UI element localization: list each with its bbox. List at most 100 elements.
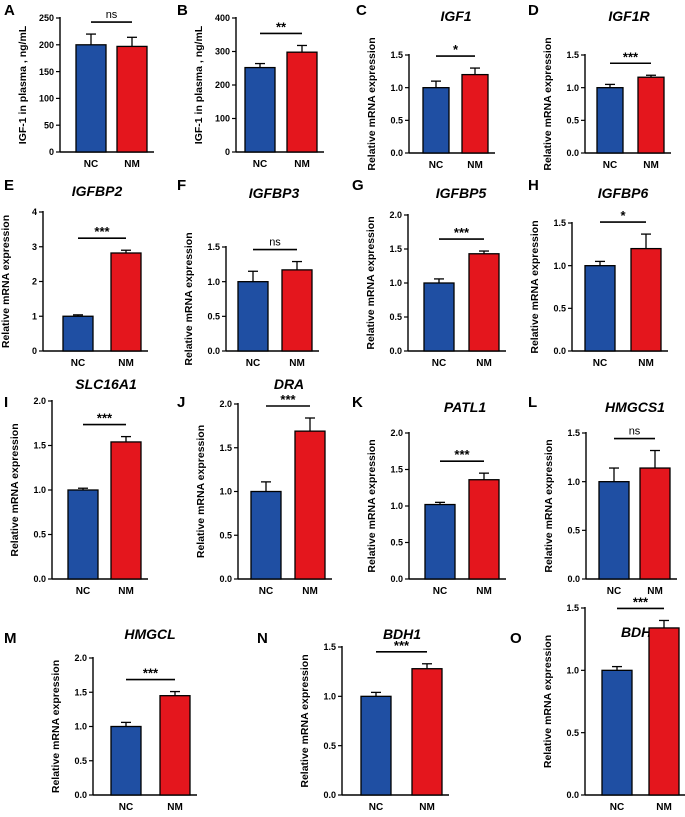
y-tick-label: 4 (32, 207, 37, 217)
y-tick-label: 1.0 (389, 278, 402, 288)
x-tick-label: NM (167, 802, 183, 813)
bar-nc (424, 503, 456, 580)
panel-letter: I (4, 394, 8, 411)
x-tick-label: NC (76, 586, 90, 597)
y-tick-label: 2 (32, 277, 37, 287)
y-tick-label: 1.5 (390, 465, 403, 475)
x-tick-label: NM (638, 358, 654, 369)
y-tick-label: 0.0 (567, 574, 580, 584)
bar-nc (596, 87, 624, 154)
x-tick-label: NC (253, 159, 267, 170)
bar-nm (411, 668, 443, 796)
y-tick-label: 1.5 (553, 218, 566, 228)
bar-nc (598, 481, 630, 580)
y-tick-label: 0.5 (390, 116, 403, 126)
y-tick-label: 0.5 (566, 728, 579, 738)
y-tick-label: 1.5 (323, 642, 336, 652)
y-axis-label: Relative mRNA expression (9, 423, 21, 556)
panel-k: K PATL1 Relative mRNA expression 0.0 0.5 1.0 1… (352, 394, 506, 597)
bar-nm (110, 252, 142, 352)
chart-title: IGF1 (440, 8, 471, 24)
y-tick-label: 1.0 (219, 487, 232, 497)
panel-letter: E (4, 177, 14, 194)
chart-title: HMGCS1 (605, 399, 665, 415)
chart-title: IGFBP2 (72, 183, 123, 199)
chart-title: IGFBP6 (598, 185, 649, 201)
y-tick-label: 1.0 (390, 501, 403, 511)
y-tick-label: 0.5 (389, 312, 402, 322)
panel-letter: F (177, 177, 186, 194)
y-tick-label: 0.5 (567, 526, 580, 536)
x-tick-label: NM (118, 358, 134, 369)
significance-label: *** (94, 224, 110, 239)
y-tick-label: 1.0 (566, 83, 579, 93)
y-tick-label: 150 (39, 67, 54, 77)
y-tick-label: 1.0 (390, 83, 403, 93)
bar-nc (601, 669, 633, 796)
bar-nm (116, 45, 148, 153)
x-tick-label: NC (610, 802, 624, 813)
y-tick-label: 1.5 (390, 50, 403, 60)
chart-title: SLC16A1 (75, 376, 137, 392)
y-axis-label: Relative mRNA expression (50, 660, 62, 793)
x-tick-label: NM (124, 159, 140, 170)
y-tick-label: 2.0 (389, 210, 402, 220)
x-tick-label: NC (432, 358, 446, 369)
y-axis-label: Relative mRNA expression (365, 216, 377, 349)
bar-nc (67, 489, 99, 580)
y-axis-label: Relative mRNA expression (542, 37, 554, 170)
y-tick-label: 1.0 (566, 666, 579, 676)
y-tick-label: 200 (39, 40, 54, 50)
bar-nm (294, 430, 326, 580)
panel-n: N BDH1 Relative mRNA expression 0.0 0.5 1.0 1.… (257, 626, 449, 813)
y-tick-label: 1.5 (219, 443, 232, 453)
panel-g: G IGFBP5 Relative mRNA expression 0.0 0.5 1.0… (352, 177, 506, 369)
panel-b: B IGF-1 in plasma , ng/mL 0 100 200 300 400 NC N… (177, 2, 324, 170)
y-tick-label: 2.0 (33, 396, 46, 406)
y-tick-label: 0.5 (390, 538, 403, 548)
y-tick-label: 0.0 (74, 790, 87, 800)
y-tick-label: 1.5 (74, 687, 87, 697)
significance-label: *** (623, 49, 639, 64)
y-axis-label: Relative mRNA expression (195, 425, 207, 558)
panel-letter: M (4, 630, 17, 647)
panel-letter: C (356, 2, 367, 19)
panel-letter: O (510, 630, 522, 647)
y-tick-label: 0.5 (207, 312, 220, 322)
y-axis-label: Relative mRNA expression (183, 232, 195, 365)
y-tick-label: 2.0 (219, 399, 232, 409)
y-tick-label: 1.5 (207, 242, 220, 252)
y-tick-label: 300 (215, 47, 230, 57)
significance-label: *** (454, 225, 470, 240)
significance-label: *** (633, 594, 649, 609)
y-tick-label: 0.5 (33, 530, 46, 540)
x-tick-label: NM (302, 586, 318, 597)
y-tick-label: 0 (32, 346, 37, 356)
panel-l: L HMGCS1 Relative mRNA expression 0.0 0.5 1.0… (528, 394, 677, 597)
significance-label: ns (106, 9, 118, 21)
y-tick-label: 1.0 (207, 277, 220, 287)
panel-j: J DRA Relative mRNA expression 0.0 0.5 1.0 1.5… (177, 376, 332, 597)
x-tick-label: NM (419, 802, 435, 813)
y-axis-label: Relative mRNA expression (542, 635, 554, 768)
y-tick-label: 0.0 (566, 790, 579, 800)
significance-label: ns (269, 237, 281, 249)
significance-label: * (620, 208, 626, 223)
y-tick-label: 100 (215, 114, 230, 124)
y-tick-label: 0.0 (390, 574, 403, 584)
y-tick-label: 1.0 (567, 477, 580, 487)
y-tick-label: 1.5 (566, 50, 579, 60)
bar-nc (360, 695, 392, 796)
chart-title: IGFBP3 (249, 185, 300, 201)
panel-c: C IGF1 Relative mRNA expression 0.0 0.5 1.0 1.… (356, 2, 495, 171)
y-tick-label: 0.0 (323, 790, 336, 800)
bar-nm (468, 253, 500, 352)
panel-letter: A (4, 2, 15, 19)
panel-h: H IGFBP6 Relative mRNA expression 0.0 0.5 1.0… (528, 177, 668, 369)
y-tick-label: 100 (39, 94, 54, 104)
significance-label: ns (629, 426, 641, 438)
bar-nm (637, 76, 665, 154)
y-axis-label: IGF-1 in plasma , ng/mL (17, 25, 29, 144)
bar-nm (630, 247, 662, 352)
significance-label: * (453, 42, 459, 57)
